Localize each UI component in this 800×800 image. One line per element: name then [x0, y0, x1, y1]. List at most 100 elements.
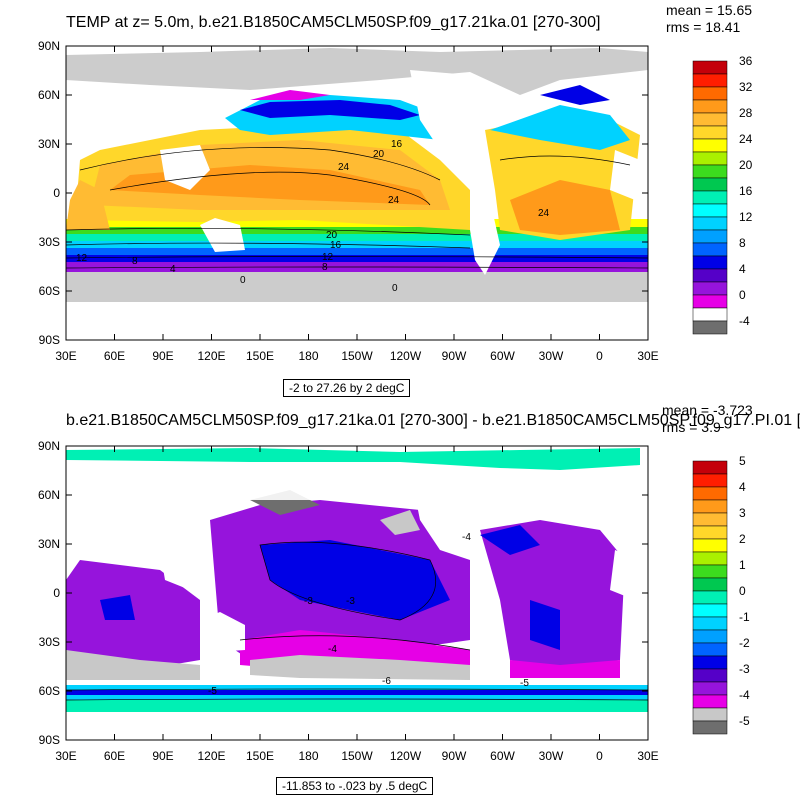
contour-label: 0 — [392, 283, 398, 294]
lon-tick-label: 0 — [596, 749, 603, 763]
lat-tick-label: 30S — [39, 235, 60, 249]
colorbar-swatch — [692, 320, 728, 335]
lon-tick-label: 30E — [637, 349, 658, 363]
colorbar-swatch — [692, 590, 728, 605]
lat-tick-label: 90N — [38, 39, 60, 53]
contour-label: -4 — [462, 532, 471, 543]
colorbar-swatch — [692, 86, 728, 101]
lon-tick-label: 30E — [637, 749, 658, 763]
contour-label: 16 — [391, 139, 403, 150]
colorbar-label: 24 — [739, 132, 753, 146]
lon-tick-label: 0 — [596, 349, 603, 363]
lat-tick-label: 60N — [38, 488, 60, 502]
colorbar-swatch — [692, 525, 728, 540]
colorbar-label: 8 — [739, 236, 746, 250]
colorbar-swatch — [692, 177, 728, 192]
colorbar-swatch — [692, 242, 728, 257]
colorbar-swatch — [692, 707, 728, 722]
colorbar-label: -1 — [739, 610, 750, 624]
contour-label: 20 — [373, 149, 385, 160]
lon-tick-label: 60W — [490, 349, 515, 363]
lat-tick-label: 30N — [38, 537, 60, 551]
panel1-mean: mean = 15.65 — [666, 2, 753, 18]
lon-tick-label: 120W — [390, 349, 422, 363]
contour-label: 8 — [322, 262, 328, 273]
colorbar-label: -4 — [739, 314, 750, 328]
colorbar-swatch — [692, 616, 728, 631]
lon-tick-label: 60E — [104, 349, 125, 363]
lon-tick-label: 150W — [341, 749, 373, 763]
colorbar-swatch — [692, 307, 728, 322]
lon-tick-label: 120E — [197, 749, 225, 763]
contour-label: 16 — [330, 240, 342, 251]
lat-tick-label: 60N — [38, 88, 60, 102]
colorbar-swatch — [692, 216, 728, 231]
contour-label: 24 — [388, 195, 400, 206]
lat-tick-label: 30S — [39, 635, 60, 649]
colorbar-swatch — [692, 486, 728, 501]
panel1-title: TEMP at z= 5.0m, b.e21.B1850CAM5CLM50SP.… — [66, 14, 601, 31]
colorbar-swatch — [692, 642, 728, 657]
colorbar-swatch — [692, 73, 728, 88]
panel2-title: b.e21.B1850CAM5CLM50SP.f09_g17.21ka.01 [… — [66, 412, 800, 429]
lon-tick-label: 90W — [442, 749, 467, 763]
colorbar-label: -2 — [739, 636, 750, 650]
lat-tick-label: 90N — [38, 439, 60, 453]
contour-label: -3 — [346, 596, 355, 607]
lon-tick-label: 30W — [539, 349, 564, 363]
colorbar-label: 36 — [739, 54, 753, 68]
colorbar-label: 20 — [739, 158, 753, 172]
colorbar-swatch — [692, 603, 728, 618]
colorbar-swatch — [692, 460, 728, 475]
lon-tick-label: 30E — [55, 349, 76, 363]
lat-tick-label: 60S — [39, 684, 60, 698]
colorbar-swatch — [692, 112, 728, 127]
contour-label: 12 — [322, 252, 334, 263]
panel1-rms: rms = 18.41 — [666, 19, 741, 35]
contour-label: -6 — [382, 676, 391, 687]
colorbar-swatch — [692, 694, 728, 709]
colorbar-swatch — [692, 668, 728, 683]
lat-tick-label: 30N — [38, 137, 60, 151]
lon-tick-label: 180 — [298, 349, 318, 363]
lon-tick-label: 150E — [246, 749, 274, 763]
colorbar-label: 4 — [739, 480, 746, 494]
lat-tick-label: 60S — [39, 284, 60, 298]
colorbar-swatch — [692, 138, 728, 153]
colorbar-label: 2 — [739, 532, 746, 546]
panel1-map — [66, 46, 648, 340]
colorbar-swatch — [692, 720, 728, 735]
contour-label: 0 — [240, 275, 246, 286]
lat-tick-label: 0 — [53, 586, 60, 600]
colorbar-swatch — [692, 294, 728, 309]
colorbar-swatch — [692, 512, 728, 527]
colorbar-swatch — [692, 151, 728, 166]
colorbar-swatch — [692, 499, 728, 514]
colorbar-label: 5 — [739, 454, 746, 468]
panel2-rms: rms = 3.9 — [662, 419, 721, 435]
panel2-contour-labels: -3 -3 -4 -4 -5 -6 -5 — [208, 532, 529, 697]
colorbar-label: 4 — [739, 262, 746, 276]
colorbar-label: 0 — [739, 288, 746, 302]
contour-label: -4 — [328, 644, 337, 655]
colorbar-swatch — [692, 473, 728, 488]
colorbar-label: -3 — [739, 662, 750, 676]
lon-tick-label: 150E — [246, 349, 274, 363]
colorbar-label: 32 — [739, 80, 753, 94]
contour-label: 8 — [132, 256, 138, 267]
contour-label: 20 — [326, 230, 338, 241]
colorbar-swatch — [692, 203, 728, 218]
lon-tick-label: 120E — [197, 349, 225, 363]
lon-tick-label: 60E — [104, 749, 125, 763]
colorbar-label: 0 — [739, 584, 746, 598]
colorbar-swatch — [692, 681, 728, 696]
colorbar-label: 28 — [739, 106, 753, 120]
axes: 90N 60N 30N 0 30S 60S 90S 30E 60E 90E 120E 150E 180 1… — [38, 39, 659, 763]
lon-tick-label: 120W — [390, 749, 422, 763]
contour-label: 24 — [338, 162, 350, 173]
panel1-contour-info: -2 to 27.26 by 2 degC — [283, 379, 411, 397]
contour-label: 4 — [170, 264, 176, 275]
colorbar-swatch — [692, 268, 728, 283]
